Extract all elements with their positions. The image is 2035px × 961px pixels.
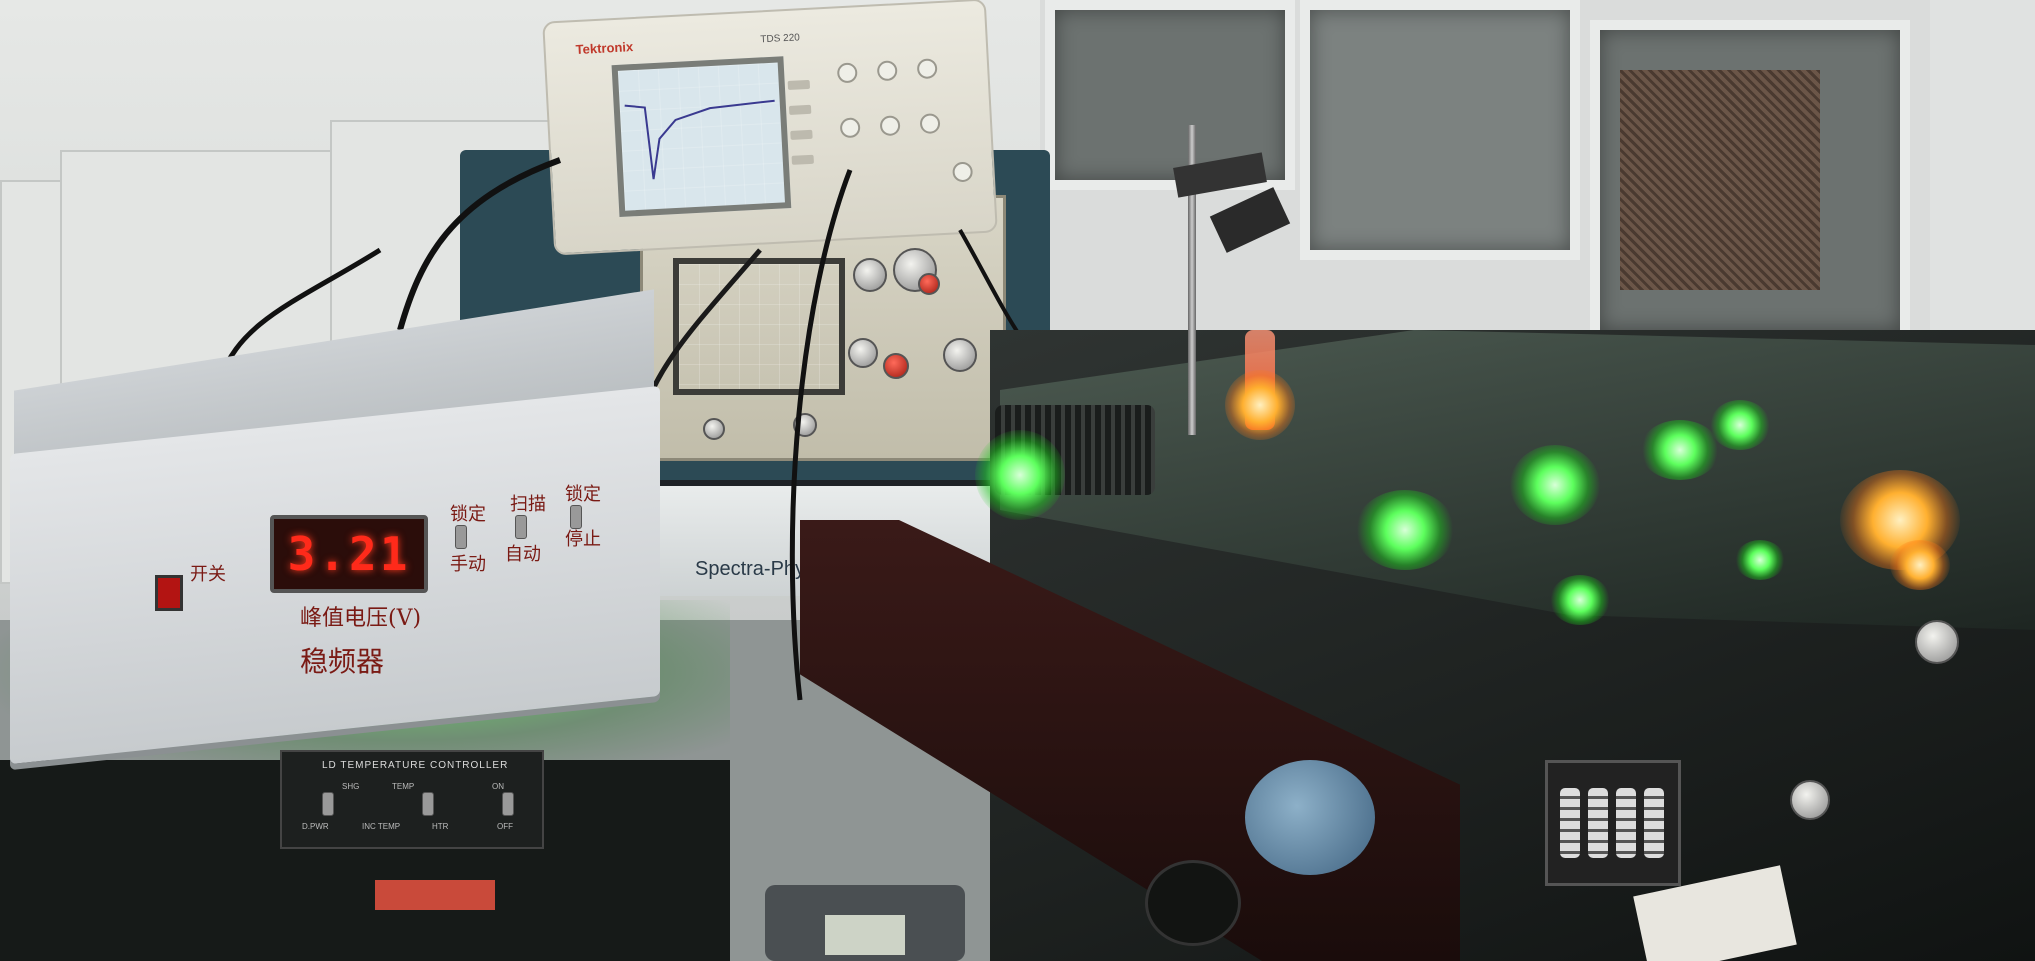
display-value: 3.21 [287,527,411,581]
tc-title: LD TEMPERATURE CONTROLLER [322,760,509,771]
tc-label: ON [492,782,504,791]
laser-spot [1710,400,1770,450]
mode-bottom-label: 自动 [505,544,541,565]
laser-spot [975,430,1065,520]
signal-trace [624,99,775,180]
knob[interactable] [943,338,977,372]
warning-sticker [375,880,495,910]
temperature-controller-panel: LD TEMPERATURE CONTROLLER SHG TEMP ON D.… [280,750,544,849]
tc-toggle[interactable] [422,792,434,816]
laser-spot [1550,575,1610,625]
laser-spot [1510,445,1600,525]
tc-label: INC TEMP [362,822,401,831]
amber-glow [1225,370,1295,440]
tc-label: TEMP [392,782,415,791]
counter-wheel[interactable] [1588,788,1608,858]
tc-label: OFF [497,822,513,831]
amber-glow [1890,540,1950,590]
knob[interactable] [703,418,725,440]
knob[interactable] [848,338,878,368]
device-name: 稳频器 [300,645,385,678]
counter-wheel[interactable] [1616,788,1636,858]
window-pane [1300,0,1580,260]
power-switch[interactable] [155,575,183,611]
tc-toggle[interactable] [322,792,334,816]
mode-bottom-label: 停止 [565,529,601,550]
switch-label: 开关 [190,564,226,585]
optical-post [1188,125,1196,435]
laser-spot [1735,540,1785,580]
counter-wheel[interactable] [1644,788,1664,858]
tc-label: SHG [342,782,360,791]
mode-top-label: 锁定 [450,504,486,525]
micrometer-counter [1545,760,1681,886]
window-pane [1590,20,1910,340]
adjust-knob[interactable] [1915,620,1959,664]
handheld-meter [765,885,965,961]
counter-wheel[interactable] [1560,788,1580,858]
window-mesh [1620,70,1820,290]
mode-toggle-auto[interactable] [515,515,527,539]
knob-red[interactable] [918,273,940,295]
mode-toggle-stop[interactable] [570,505,582,529]
large-knob[interactable] [1145,860,1241,946]
knob[interactable] [853,258,887,292]
tc-label: D.PWR [302,822,329,831]
mode-top-label: 锁定 [565,484,601,505]
tc-label: HTR [432,822,449,831]
knob-red[interactable] [883,353,909,379]
tc-toggle[interactable] [502,792,514,816]
display-label: 峰值电压(V) [300,606,422,631]
meter-screen [825,915,905,955]
laser-spot [1355,490,1455,570]
mode-bottom-label: 手动 [450,554,486,575]
voltage-display: 3.21 [270,515,428,593]
stepper-motor [1245,760,1375,875]
tektronix-oscilloscope: Tektronix TDS 220 [542,0,998,256]
tek-screen [611,56,792,217]
adjust-knob[interactable] [1790,780,1830,820]
mode-toggle-manual[interactable] [455,525,467,549]
mode-top-label: 扫描 [510,494,546,515]
laser-spot [1640,420,1720,480]
